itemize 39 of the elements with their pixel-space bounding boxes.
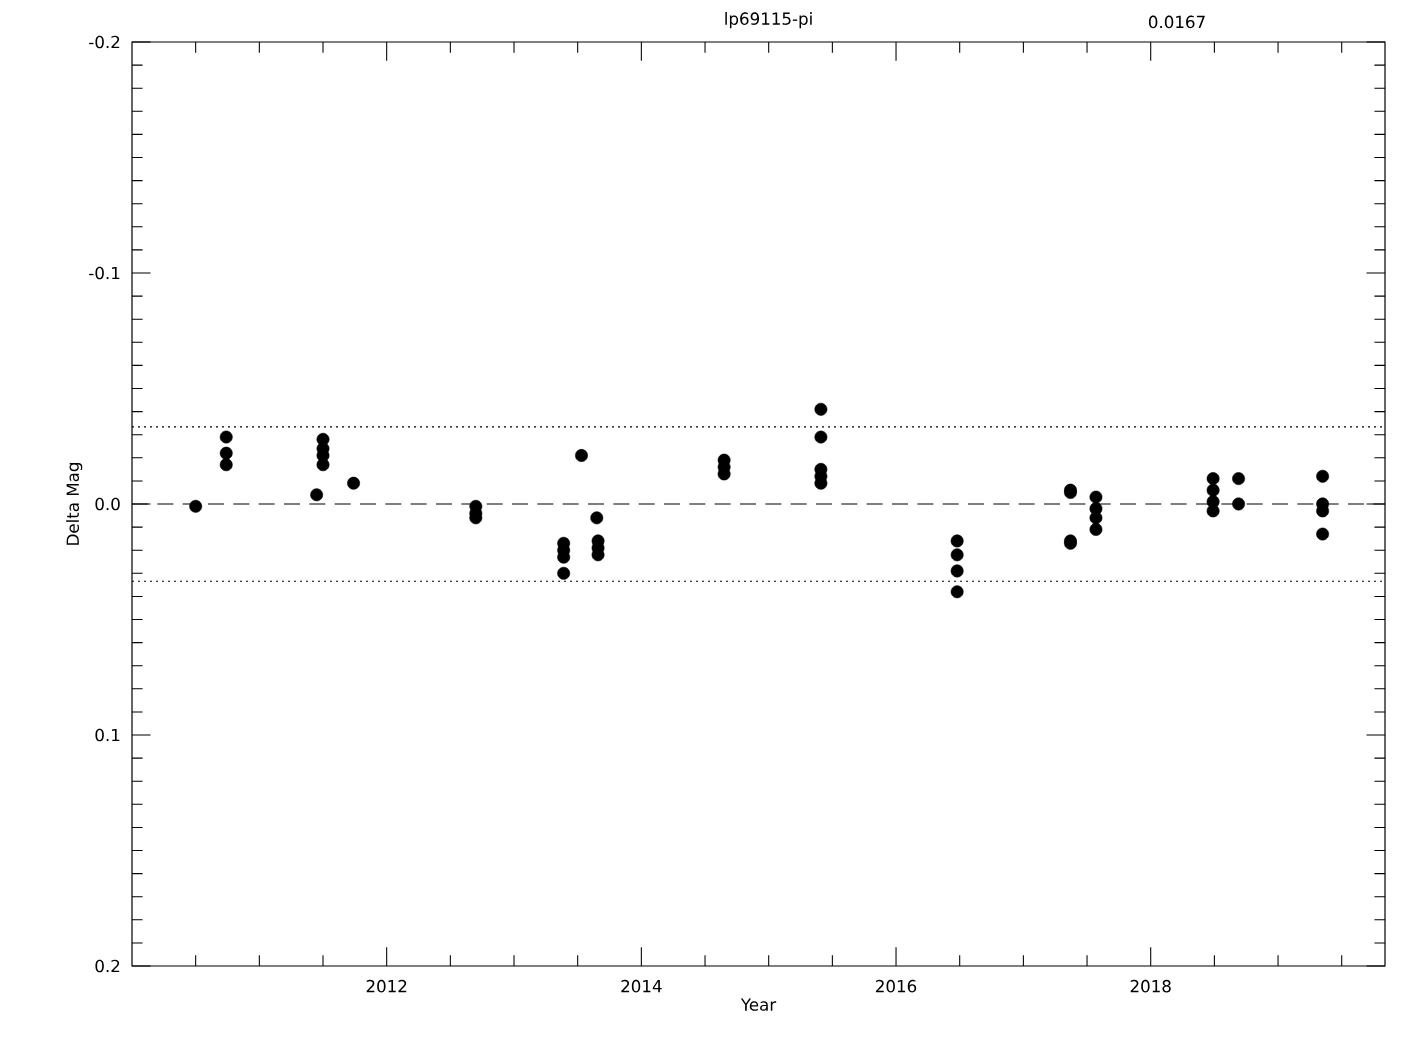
point <box>590 511 604 525</box>
y-tick-label: 0.2 <box>95 959 120 973</box>
point <box>950 534 964 548</box>
x-tick-label: 2018 <box>1130 979 1171 993</box>
point <box>1206 483 1220 497</box>
point <box>1316 527 1330 541</box>
y-tick-label: -0.1 <box>89 266 120 280</box>
y-tick-label: 0.1 <box>95 728 120 742</box>
point <box>1232 497 1245 511</box>
y-tick-label: -0.2 <box>89 35 120 49</box>
point <box>316 458 330 472</box>
x-tick-label: 2014 <box>621 979 662 993</box>
point <box>1206 504 1220 518</box>
point <box>575 449 588 462</box>
point <box>950 548 964 562</box>
y-axis-title: Delta Mag <box>66 463 83 545</box>
point <box>189 499 203 513</box>
point <box>1089 490 1103 504</box>
point <box>1232 472 1245 485</box>
y-tick-label: 0.0 <box>95 497 120 511</box>
point <box>219 446 233 460</box>
point <box>950 564 964 578</box>
x-axis-title: Year <box>740 998 777 1011</box>
text: 0.0167 <box>1148 15 1205 29</box>
point <box>347 476 360 490</box>
point <box>310 488 324 502</box>
point <box>219 430 233 444</box>
point <box>814 430 828 444</box>
point <box>1089 523 1103 536</box>
point <box>557 566 571 580</box>
x-tick-label: 2016 <box>876 979 917 993</box>
point <box>219 458 233 472</box>
point <box>814 402 828 416</box>
point <box>1206 472 1220 485</box>
point <box>950 585 964 599</box>
point <box>1089 511 1103 525</box>
point <box>1316 469 1330 483</box>
chart-title: lp69115-pi <box>725 12 812 29</box>
x-tick-label: 2012 <box>366 979 407 993</box>
